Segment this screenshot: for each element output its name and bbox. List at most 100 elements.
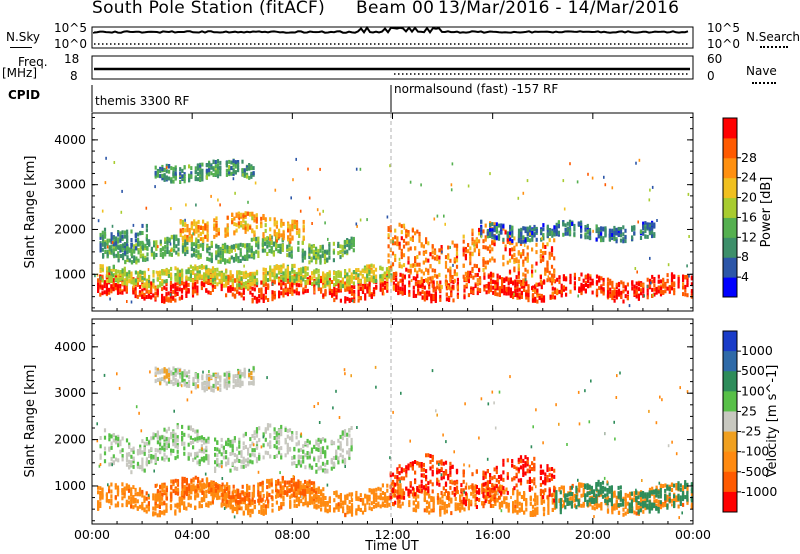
heatmap-cell — [172, 289, 175, 294]
heatmap-cell — [395, 277, 398, 282]
heatmap-cell — [412, 285, 415, 290]
heatmap-cell — [308, 243, 311, 248]
heatmap-cell — [225, 168, 228, 173]
heatmap-cell — [622, 239, 625, 244]
heatmap-cell — [412, 507, 415, 512]
heatmap-cell — [295, 224, 299, 229]
heatmap-cell — [608, 228, 611, 233]
heatmap-cell — [233, 216, 236, 221]
heatmap-cell — [248, 243, 251, 248]
heatmap-cell — [357, 289, 360, 294]
heatmap-speckle — [576, 180, 579, 184]
heatmap-cell — [361, 510, 365, 515]
heatmap-cell — [503, 279, 506, 283]
heatmap-cell — [139, 253, 142, 258]
heatmap-cell — [344, 269, 347, 273]
heatmap-cell — [591, 281, 594, 286]
heatmap-speckle — [292, 178, 294, 182]
heatmap-cell — [317, 490, 320, 494]
heatmap-cell — [580, 282, 583, 287]
heatmap-cell — [397, 291, 400, 296]
heatmap-cell — [97, 506, 100, 511]
heatmap-cell — [595, 224, 598, 229]
heatmap-cell — [286, 274, 289, 279]
heatmap-speckle — [534, 269, 537, 273]
heatmap-cell — [136, 492, 139, 497]
heatmap-cell — [112, 285, 115, 289]
heatmap-cell — [165, 271, 168, 276]
heatmap-cell — [130, 271, 133, 276]
heatmap-cell — [642, 231, 645, 236]
heatmap-cell — [399, 290, 402, 295]
heatmap-cell — [183, 179, 186, 184]
heatmap-cell — [597, 227, 600, 232]
heatmap-cell — [659, 279, 663, 284]
heatmap-cell — [670, 278, 674, 282]
heatmap-cell — [132, 280, 135, 285]
heatmap-cell — [370, 269, 373, 274]
heatmap-cell — [174, 171, 177, 176]
heatmap-cell — [434, 286, 437, 291]
heatmap-cell — [428, 504, 431, 509]
heatmap-cell — [364, 285, 367, 290]
heatmap-cell — [620, 280, 623, 285]
heatmap-cell — [262, 232, 265, 237]
heatmap-cell — [121, 503, 124, 508]
heatmap-cell — [289, 239, 292, 244]
heatmap-cell — [221, 255, 224, 259]
heatmap-cell — [298, 229, 301, 234]
heatmap-cell — [192, 268, 195, 273]
heatmap-cell — [486, 234, 489, 239]
freq-label: Freq. — [18, 55, 48, 69]
heatmap-cell — [235, 222, 238, 227]
heatmap-cell — [194, 176, 197, 181]
heatmap-cell — [398, 261, 401, 266]
heatmap-cell — [262, 234, 265, 239]
heatmap-cell — [101, 291, 104, 296]
heatmap-cell — [253, 499, 256, 504]
heatmap-cell — [397, 286, 400, 291]
heatmap-cell — [366, 500, 369, 505]
heatmap-cell — [454, 502, 457, 507]
heatmap-cell — [648, 283, 652, 288]
heatmap-cell — [417, 494, 420, 499]
heatmap-cell — [600, 226, 603, 231]
heatmap-cell — [386, 288, 389, 293]
heatmap-cell — [482, 259, 485, 264]
heatmap-cell — [242, 288, 245, 293]
heatmap-cell — [514, 293, 517, 297]
heatmap-cell — [505, 286, 508, 291]
heatmap-cell — [341, 284, 344, 289]
heatmap-cell — [544, 271, 547, 276]
heatmap-cell — [615, 282, 618, 287]
heatmap-cell — [348, 239, 351, 244]
heatmap-cell — [361, 268, 364, 273]
heatmap-cell — [244, 211, 247, 216]
heatmap-cell — [114, 495, 117, 500]
heatmap-cell — [220, 502, 223, 507]
heatmap-cell — [199, 237, 202, 242]
heatmap-speckle — [308, 196, 311, 200]
heatmap-cell — [143, 498, 146, 503]
heatmap-cell — [635, 294, 638, 299]
heatmap-cell — [114, 274, 117, 278]
heatmap-cell — [287, 235, 290, 240]
heatmap-cell — [414, 498, 418, 502]
heatmap-cell — [194, 276, 197, 281]
heatmap-cell — [386, 496, 389, 500]
heatmap-cell — [622, 232, 625, 237]
heatmap-cell — [485, 284, 488, 289]
heatmap-cell — [519, 254, 523, 259]
heatmap-cell — [366, 497, 369, 502]
heatmap-cell — [219, 250, 222, 255]
heatmap-cell — [432, 296, 435, 301]
heatmap-cell — [116, 287, 120, 292]
heatmap-cell — [275, 247, 278, 252]
heatmap-cell — [214, 168, 217, 173]
heatmap-cell — [201, 162, 204, 167]
heatmap-cell — [242, 500, 245, 505]
heatmap-cell — [578, 277, 581, 281]
heatmap-cell — [170, 234, 173, 239]
heatmap-cell — [178, 282, 181, 287]
heatmap-cell — [241, 256, 244, 261]
